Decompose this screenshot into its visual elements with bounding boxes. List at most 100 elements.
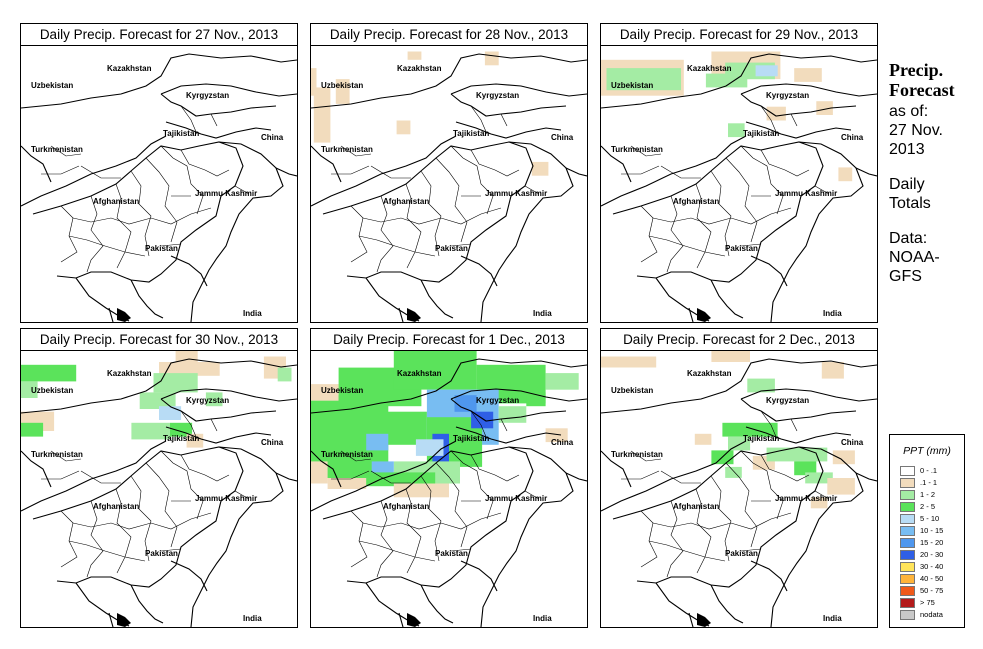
province-border <box>362 207 502 225</box>
precip-legend: PPT (mm) 0 - .1 .1 - 1 1 - 2 2 - 5 5 - 10 10 … <box>889 434 965 628</box>
legend-item: 10 - 15 <box>900 525 962 536</box>
country-border <box>460 560 498 592</box>
legend-swatch <box>900 550 915 560</box>
legend-label: nodata <box>920 610 943 619</box>
province-border <box>180 410 198 440</box>
precip-area <box>794 68 822 82</box>
country-border <box>460 255 498 287</box>
province-border <box>666 500 684 578</box>
legend-swatch <box>900 490 915 500</box>
forecast-panel-nov-27: Daily Precip. Forecast for 27 Nov., 2013… <box>20 23 298 323</box>
country-border <box>601 135 747 207</box>
country-label: Afghanistan <box>383 197 429 206</box>
province-border <box>234 490 250 500</box>
country-label: Kazakhstan <box>397 369 442 378</box>
country-label: Tajikistan <box>743 129 779 138</box>
province-border <box>60 510 78 568</box>
precip-area <box>407 51 422 60</box>
precip-area <box>153 373 198 393</box>
precip-area <box>794 461 817 476</box>
precip-area <box>335 79 350 104</box>
data-source: Data: NOAA- GFS <box>889 229 979 286</box>
legend-label: 30 - 40 <box>920 562 944 571</box>
country-label: Pakistan <box>145 244 178 253</box>
legend-label: 20 - 30 <box>920 550 944 559</box>
forecast-panel-dec-2: Daily Precip. Forecast for 2 Dec., 2013 … <box>600 328 878 628</box>
country-border <box>275 472 297 482</box>
country-border <box>601 53 877 109</box>
country-border <box>612 446 824 588</box>
precip-area <box>827 478 855 495</box>
country-label: Kazakhstan <box>107 64 152 73</box>
province-border <box>470 454 520 482</box>
precip-area <box>755 65 778 77</box>
country-label: India <box>243 309 262 318</box>
side-heading: Precip. Forecast <box>889 60 979 100</box>
precip-area <box>747 378 775 393</box>
province-border <box>405 183 422 269</box>
country-border <box>770 446 864 627</box>
province-border <box>652 207 792 225</box>
legend-swatch <box>900 478 915 488</box>
forecast-info: Precip. Forecast as of: 27 Nov. 2013 Dai… <box>889 60 979 286</box>
province-border <box>740 450 784 520</box>
country-border <box>565 167 587 177</box>
province-border <box>760 149 810 177</box>
legend-swatch <box>900 538 915 548</box>
country-border <box>740 398 857 422</box>
country-border <box>565 472 587 482</box>
province-border <box>130 475 152 562</box>
province-border <box>725 462 758 548</box>
precip-area <box>821 362 844 379</box>
province-border <box>362 512 502 530</box>
precip-map: Kazakhstan Uzbekistan Kyrgyzstan Tajikistan… <box>601 351 877 627</box>
country-border <box>455 121 562 139</box>
precip-area <box>711 351 750 362</box>
province-border <box>115 488 132 574</box>
country-label: Kyrgyzstan <box>186 396 229 405</box>
precip-area <box>311 68 317 96</box>
province-border <box>640 510 658 568</box>
precip-area <box>471 411 494 429</box>
province-border <box>370 165 411 179</box>
country-label: China <box>261 133 284 142</box>
country-border <box>190 446 284 627</box>
province-border <box>160 243 182 247</box>
precip-area <box>313 87 331 143</box>
country-label: India <box>243 614 262 623</box>
coastline <box>117 613 131 627</box>
province-border <box>470 149 520 177</box>
panel-title: Daily Precip. Forecast for 1 Dec., 2013 <box>311 329 587 351</box>
province-border <box>450 548 472 552</box>
legend-swatch <box>900 466 915 476</box>
country-border <box>450 398 567 422</box>
data-line: GFS <box>889 268 922 285</box>
country-border <box>688 307 694 322</box>
country-label: Kazakhstan <box>107 369 152 378</box>
data-line: Data: <box>889 230 928 247</box>
country-border <box>108 307 114 322</box>
country-label: Kyrgyzstan <box>766 396 809 405</box>
legend-swatch <box>900 502 915 512</box>
province-border <box>376 500 394 578</box>
country-border <box>688 612 694 627</box>
as-of-line: 27 Nov. <box>889 122 943 139</box>
country-label: Jammu Kashmir <box>485 189 547 198</box>
province-border <box>740 548 762 552</box>
country-border <box>480 141 574 322</box>
country-label: Afghanistan <box>673 502 719 511</box>
province-border <box>660 165 701 179</box>
country-border <box>311 145 342 183</box>
country-border <box>450 93 567 117</box>
country-border <box>21 358 297 414</box>
province-border <box>760 105 778 135</box>
precip-area <box>454 395 477 412</box>
precip-area <box>545 373 579 390</box>
country-label: Afghanistan <box>93 502 139 511</box>
country-label: Tajikistan <box>743 434 779 443</box>
legend-label: 15 - 20 <box>920 538 944 547</box>
totals-note: Daily Totals <box>889 175 979 213</box>
country-label: Tajikistan <box>163 434 199 443</box>
province-border <box>350 510 368 568</box>
country-border <box>740 388 877 402</box>
